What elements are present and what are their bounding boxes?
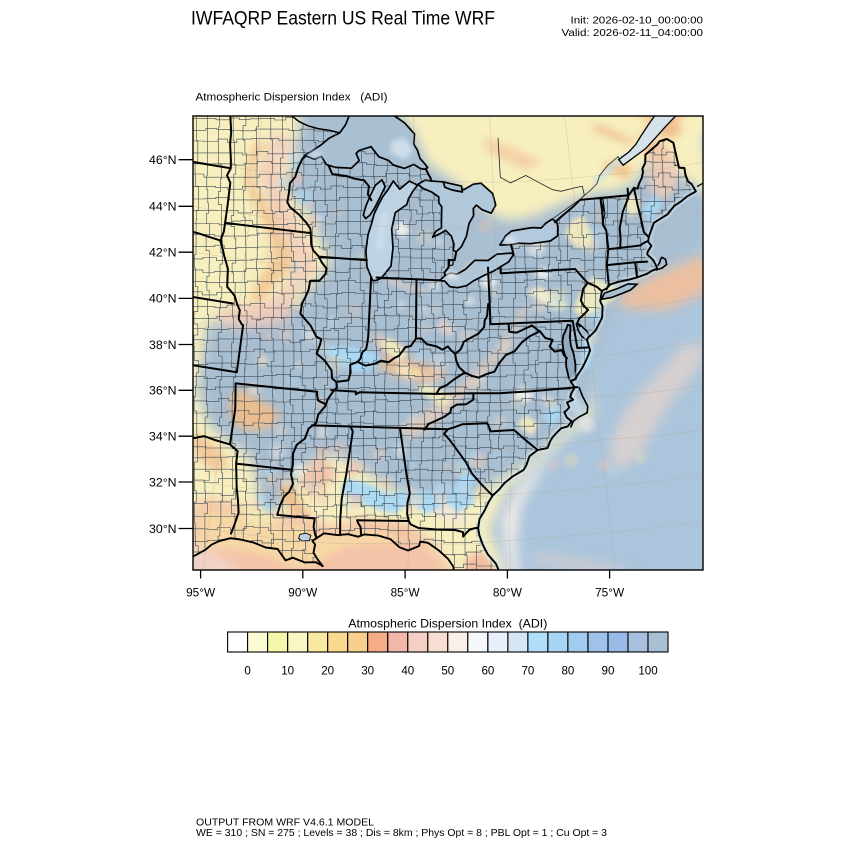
svg-text:70: 70 <box>521 664 534 677</box>
svg-text:60: 60 <box>481 664 494 677</box>
svg-text:50: 50 <box>441 664 454 677</box>
svg-text:20: 20 <box>321 664 334 677</box>
svg-text:IWFAQRP Eastern US Real Time W: IWFAQRP Eastern US Real Time WRF <box>191 8 495 30</box>
svg-text:OUTPUT FROM WRF V4.6.1 MODEL: OUTPUT FROM WRF V4.6.1 MODEL <box>196 817 374 828</box>
svg-text:38°N: 38°N <box>149 338 177 352</box>
svg-text:WE = 310 ; SN = 275 ; Levels =: WE = 310 ; SN = 275 ; Levels = 38 ; Dis … <box>196 828 607 839</box>
svg-text:90°W: 90°W <box>288 586 317 600</box>
svg-text:40°N: 40°N <box>149 292 177 306</box>
svg-text:42°N: 42°N <box>149 246 177 260</box>
svg-text:0: 0 <box>244 664 250 677</box>
svg-text:36°N: 36°N <box>149 384 177 398</box>
svg-text:Valid: 2026-02-11_04:00:00: Valid: 2026-02-11_04:00:00 <box>562 28 704 39</box>
svg-text:30°N: 30°N <box>149 522 177 536</box>
svg-text:95°W: 95°W <box>186 586 215 600</box>
svg-text:32°N: 32°N <box>149 475 177 489</box>
svg-text:34°N: 34°N <box>149 430 177 444</box>
svg-text:Atmospheric Dispersion Index: Atmospheric Dispersion Index (ADI) <box>348 617 547 630</box>
svg-text:90: 90 <box>602 664 615 677</box>
svg-text:85°W: 85°W <box>391 586 420 600</box>
svg-text:Init: 2026-02-10_00:00:00: Init: 2026-02-10_00:00:00 <box>571 16 704 27</box>
svg-text:10: 10 <box>281 664 294 677</box>
svg-text:46°N: 46°N <box>149 153 177 167</box>
svg-text:30: 30 <box>361 664 374 677</box>
svg-text:80°W: 80°W <box>493 586 522 600</box>
svg-text:80: 80 <box>561 664 574 677</box>
svg-text:40: 40 <box>401 664 414 677</box>
svg-text:100: 100 <box>638 664 657 677</box>
svg-text:Atmospheric Dispersion Index: Atmospheric Dispersion Index (ADI) <box>196 92 388 104</box>
svg-text:75°W: 75°W <box>595 586 624 600</box>
svg-text:44°N: 44°N <box>149 200 177 214</box>
